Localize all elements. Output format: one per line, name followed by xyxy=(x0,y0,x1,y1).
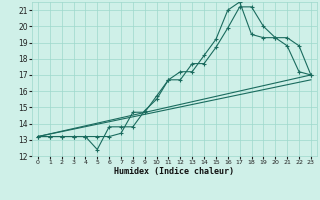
X-axis label: Humidex (Indice chaleur): Humidex (Indice chaleur) xyxy=(115,167,234,176)
